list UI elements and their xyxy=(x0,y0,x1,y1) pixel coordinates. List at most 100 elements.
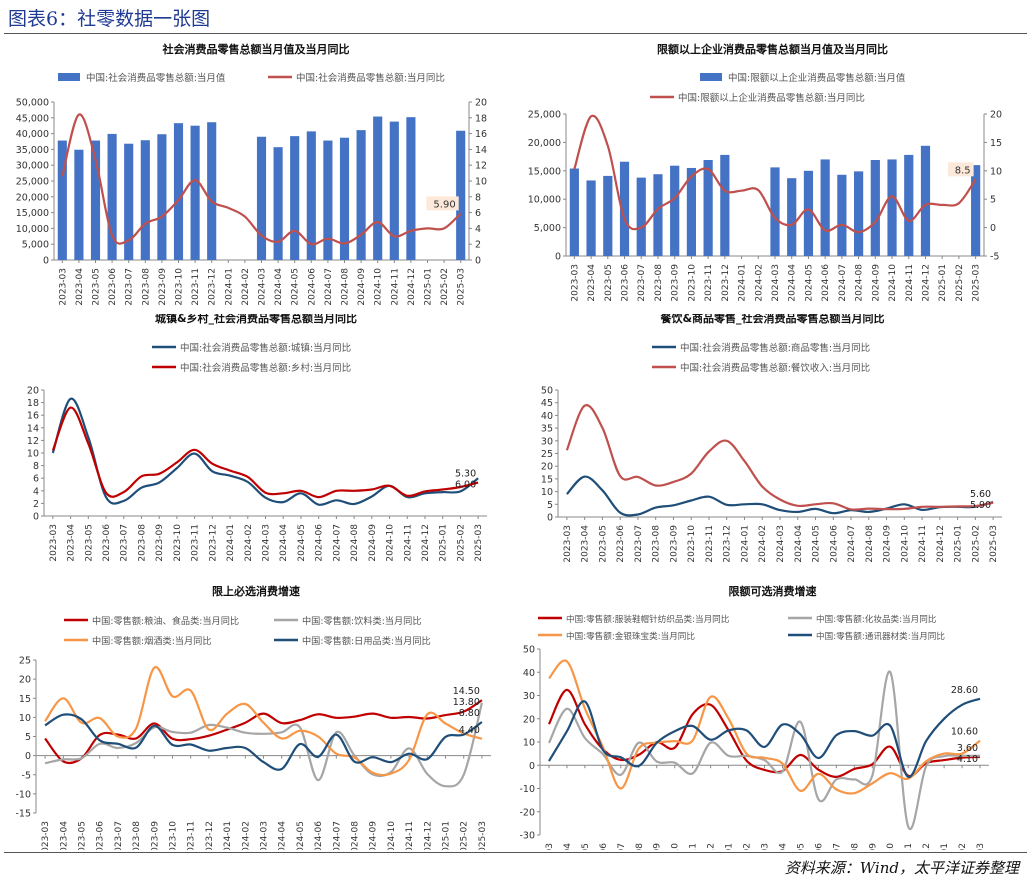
x-tick-label: 2024-07 xyxy=(838,264,848,302)
chart-c4-svg: 餐饮&商品零售_社会消费品零售总额当月同比0510152025303540455… xyxy=(541,314,1002,563)
chart-title: 限额可选消费增速 xyxy=(729,584,817,598)
x-tick-label: 2024-07 xyxy=(847,525,857,563)
y-tick-label: 25 xyxy=(19,656,31,667)
x-tick-label: 2024-03 xyxy=(262,524,272,562)
y-tick-label: 15 xyxy=(541,474,553,485)
x-tick-label: 2024-07 xyxy=(324,268,334,306)
x-tick-label: 2024-01 xyxy=(740,525,750,563)
x-tick-label: 2024-04 xyxy=(279,524,289,562)
chart-c1-svg: 社会消费品零售总额当月值及当月同比 0 5,000 10,000 15,000 20,00… xyxy=(16,42,487,306)
y-tick-label: 40 xyxy=(541,411,553,422)
x-tick-label: 2023-08 xyxy=(137,524,147,562)
value-label: 6.00 xyxy=(455,480,476,491)
bar xyxy=(74,149,84,260)
x-tick-label: 2023-10 xyxy=(671,843,681,850)
bar xyxy=(157,134,167,260)
series-line xyxy=(51,397,479,506)
y-right-tick-label: 20 xyxy=(990,110,1002,121)
bar xyxy=(770,167,780,256)
x-tick-label: 2024-02 xyxy=(241,268,251,306)
y-tick-label: -20 xyxy=(520,807,535,818)
x-tick-label: 2024-04 xyxy=(278,821,288,850)
x-tick-label: 2024-03 xyxy=(776,525,786,563)
x-tick-label: 2023-04 xyxy=(59,821,69,850)
y-tick-label: 16 xyxy=(27,411,39,422)
y-right-tick-label: 16 xyxy=(475,129,487,140)
chart-title: 餐饮&商品零售_社会消费品零售总额当月同比 xyxy=(659,314,884,325)
y-tick-label: 0 xyxy=(555,252,561,263)
y-tick-label: 5 xyxy=(25,732,31,743)
bar xyxy=(306,131,316,260)
x-tick-label: 2023-10 xyxy=(687,525,697,563)
x-tick-label: 2024-09 xyxy=(369,821,379,850)
x-tick-label: 2024-06 xyxy=(829,525,839,563)
y-tick-label: 35,000 xyxy=(16,145,49,156)
x-tick-label: 2023-11 xyxy=(704,264,714,302)
series-line xyxy=(44,713,483,771)
y-tick-label: 0 xyxy=(43,256,49,267)
y-tick-label: 40,000 xyxy=(16,129,49,140)
series-line xyxy=(44,702,483,788)
y-tick-label: -5 xyxy=(22,770,31,781)
series-line xyxy=(573,114,977,234)
value-label: 8.80 xyxy=(459,708,480,719)
y-tick-label: 18 xyxy=(27,398,39,409)
value-label: 14.50 xyxy=(453,686,480,697)
bar xyxy=(720,154,730,256)
y-tick-label: 4 xyxy=(33,486,39,497)
x-tick-label: 2024-12 xyxy=(921,264,931,302)
x-tick-label: 2024-02 xyxy=(244,524,254,562)
y-tick-label: -10 xyxy=(520,784,535,795)
y-tick-label: 10 xyxy=(19,713,31,724)
value-label: 13.80 xyxy=(453,697,480,708)
x-tick-label: 2024-07 xyxy=(332,821,342,850)
x-tick-label: 2023-12 xyxy=(721,264,731,302)
y-tick-label: -30 xyxy=(520,831,535,842)
y-tick-label: 10 xyxy=(27,449,39,460)
series-line xyxy=(566,475,994,517)
legend-swatch xyxy=(700,73,722,81)
series-line xyxy=(547,688,981,779)
x-tick-label: 2023-12 xyxy=(208,524,218,562)
y-right-tick-label: 4 xyxy=(475,224,481,235)
x-tick-label: 2023-03 xyxy=(41,821,51,850)
y-tick-label: 30 xyxy=(541,436,553,447)
x-tick-label: 2023-05 xyxy=(598,525,608,563)
x-tick-label: 2023-05 xyxy=(92,268,102,306)
x-tick-label: 2023-12 xyxy=(205,821,215,850)
y-tick-label: 25,000 xyxy=(16,177,49,188)
y-tick-label: 0 xyxy=(25,751,31,762)
x-tick-label: 2023-05 xyxy=(581,843,591,850)
bar xyxy=(256,136,267,260)
y-right-tick-label: 0 xyxy=(475,256,481,267)
y-tick-label: 50 xyxy=(541,386,553,397)
bar xyxy=(273,147,283,260)
x-tick-label: 2023-06 xyxy=(621,264,631,302)
x-tick-label: 2024-09 xyxy=(368,524,378,562)
x-tick-label: 2023-09 xyxy=(653,843,663,850)
x-tick-label: 2024-01 xyxy=(224,268,234,306)
x-tick-label: 2024-11 xyxy=(905,264,915,302)
x-tick-label: 2023-07 xyxy=(120,524,130,562)
x-tick-label: 2024-01 xyxy=(725,843,735,850)
x-tick-label: 2025-01 xyxy=(938,264,948,302)
series-line xyxy=(548,697,981,778)
x-tick-label: 2024-12 xyxy=(421,524,431,562)
x-tick-label: 2024-06 xyxy=(314,821,324,850)
y-right-tick-label: 2 xyxy=(475,240,481,251)
y-tick-label: 50,000 xyxy=(16,98,49,109)
x-tick-label: 2025-01 xyxy=(442,821,452,850)
x-tick-label: 2025-02 xyxy=(971,525,981,563)
y-right-tick-label: 15 xyxy=(990,138,1002,149)
x-tick-label: 2025-02 xyxy=(955,264,965,302)
x-tick-label: 2023-11 xyxy=(191,524,201,562)
y-right-tick-label: 10 xyxy=(475,177,487,188)
x-tick-label: 2025-03 xyxy=(478,821,488,850)
bar xyxy=(971,165,981,256)
bar xyxy=(887,159,897,256)
bar xyxy=(456,130,466,260)
y-tick-label: 5,000 xyxy=(22,240,49,251)
x-tick-label: 2024-01 xyxy=(223,821,233,850)
legend-label: 中国:零售额:烟酒类:当月同比 xyxy=(92,635,212,647)
x-tick-label: 2025-01 xyxy=(439,524,449,562)
